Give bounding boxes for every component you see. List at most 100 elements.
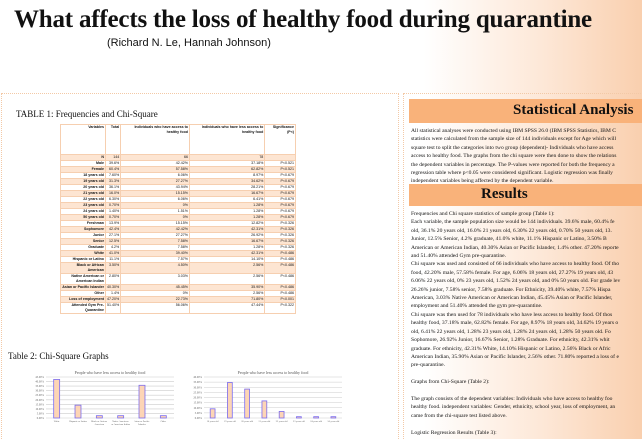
bar [117, 415, 125, 419]
table-row: Native American or American Indian 2.80% 3… [60, 273, 296, 285]
table-row: Attended Gym Pre-Quarantine 51.40% 56.06% 4… [60, 302, 296, 314]
cell: P<0.486 [264, 273, 296, 285]
bar [330, 416, 337, 419]
x-tick-label: 23 years old [293, 420, 305, 423]
x-tick-label: 20 years old [241, 420, 253, 423]
bar [244, 388, 250, 419]
text-line: Frequencies and Chi square statistics of… [411, 211, 555, 217]
results-heading: Results [409, 184, 642, 206]
x-tick-label: White [54, 420, 60, 423]
x-tick-label: Native American or American Indian [111, 420, 130, 426]
text-line: Junior, 12.5% Senior, 4.2% graduate, 41.… [411, 236, 607, 243]
ethnicity-bar-chart: People who have less access to healthy f… [35, 370, 174, 426]
text-line: The graph consists of the dependent vari… [411, 395, 613, 402]
text-line: Graphs from Chi-Square (Table 2): [411, 379, 490, 386]
cell: 47.44% [188, 302, 266, 314]
text-line: and 51.40% attended Gym pre-quarantine. [411, 253, 507, 260]
column-header: Individuals who have less access to heal… [188, 124, 266, 155]
poster-title: What affects the loss of healthy food du… [14, 6, 592, 33]
bar [159, 415, 167, 419]
y-tick-label: 10.00% [193, 407, 202, 410]
column-header: Individuals who have access to healthy f… [120, 124, 190, 155]
x-tick-label: 24 years old [310, 420, 322, 423]
cell: 3.50% [104, 262, 122, 274]
bar [95, 415, 103, 419]
y-tick-label: 35.00% [35, 385, 44, 388]
table1-caption: TABLE 1: Frequencies and Chi-Square [16, 109, 158, 119]
text-line: Logistic Regression Results (Table 3): [411, 429, 497, 436]
y-tick-label: 40.00% [35, 381, 44, 384]
text-line: All statistical analyses were conducted … [411, 128, 616, 134]
text-line: Sophomore, 26.92% Junior, 16.67% Senior,… [411, 337, 610, 344]
text-line: employment and 51.40% attended the gym p… [411, 303, 543, 310]
cell: 40.30% [104, 284, 122, 291]
cell: 51.40% [104, 302, 122, 314]
bar [227, 382, 233, 419]
bar [209, 408, 216, 419]
row-label: Black or African American [60, 262, 106, 274]
table-row: 21 years old 16.0% 15.15% 16.67% P<0.679 [60, 190, 296, 197]
table-row: Senior 12.5% 7.58% 16.67% P<0.326 [60, 238, 296, 245]
table-row: 19 years old 31.3% 27.27% 34.62% P<0.679 [60, 178, 296, 185]
x-tick-label: Hispanic or Latino [69, 420, 88, 423]
text-line: Chi square was used and consisted of 66 … [411, 261, 620, 268]
y-tick-label: 10.00% [35, 408, 44, 411]
text-line [411, 420, 620, 428]
text-line [411, 370, 620, 378]
cell: 3.03% [120, 273, 190, 285]
x-tick-label: 19 years old [224, 420, 236, 423]
bar [74, 404, 82, 419]
table-row: 20 years old 36.1% 43.94% 28.21% P<0.679 [60, 184, 296, 191]
cell: 2.56% [188, 262, 266, 274]
cell: P<0.486 [264, 262, 296, 274]
table-row: Hispanic or Latino 11.1% 7.57% 14.10% P<0.48… [60, 256, 296, 263]
table-row: Loss of employment 47.20% 22.73% 71.80% P<0.… [60, 296, 296, 303]
y-tick-label: 15.00% [193, 402, 202, 405]
x-tick-label: 21 years old [259, 420, 271, 423]
y-tick-label: 5.00% [37, 412, 45, 415]
table-row: White 41.0% 39.40% 42.31% P<0.486 [60, 250, 296, 257]
y-tick-label: 15.00% [35, 403, 44, 406]
frequencies-table: Variables Total Individuals who have acces… [60, 124, 296, 314]
y-tick-label: 35.00% [193, 381, 202, 384]
cell: P<0.322 [264, 302, 296, 314]
text-line: square test to split the categories into… [411, 144, 614, 151]
x-tick-label: Black or African American [91, 420, 108, 426]
statistical-analysis-text: All statistical analyses were conducted … [411, 127, 616, 186]
y-tick-label: 40.00% [193, 376, 202, 379]
text-line: healthy food. independent variables: Gen… [411, 404, 616, 411]
y-tick-label: 25.00% [35, 394, 44, 397]
table-row: 24 years old 1.40% 1.51% 1.28% P<0.679 [60, 208, 296, 215]
text-line: American Indian, 35.90% Asian or Pacific… [411, 353, 619, 360]
text-line: regression table where p<0.05 were consi… [411, 170, 613, 177]
text-line: food, 42.20% male, 57.58% female. For ag… [411, 269, 614, 276]
bar [296, 416, 302, 419]
x-tick-label: 18 years old [207, 420, 219, 423]
column-header: Total [104, 124, 122, 155]
table-row: Male 39.6% 42.42% 37.18% P<0.521 [60, 160, 296, 167]
table-row: Junior 27.1% 27.27% 26.92% P<0.326 [60, 232, 296, 239]
bar [261, 400, 268, 419]
statistical-analysis-heading: Statistical Analysis [409, 99, 642, 123]
y-tick-label: 30.00% [193, 386, 202, 389]
text-line: Chi square was then used for 78 individu… [411, 311, 613, 318]
table-row: N 144 66 78 [60, 154, 296, 161]
chart-title: People who have less access to healthy f… [75, 370, 146, 375]
y-tick-label: 25.00% [193, 391, 202, 394]
y-tick-label: 30.00% [35, 390, 44, 393]
table-row: 18 years old 7.60% 6.06% 8.97% P<0.679 [60, 172, 296, 179]
table-row: Freshman 13.9% 15.15% 12.82% P<0.326 [60, 220, 296, 227]
column-header: Variables [60, 124, 106, 155]
text-line: American or American Indian, 40.30% Asia… [411, 244, 619, 251]
cell: 4.50% [120, 262, 190, 274]
x-tick-label: Asian or Pacific Islander [134, 420, 150, 426]
text-line: 6.06% 22 years old, 0% 23 years old, 1.5… [411, 278, 621, 285]
bar [313, 416, 319, 419]
left-panel [1, 93, 399, 439]
x-tick-label: 50 years old [328, 420, 340, 423]
column-header: Significance (P<) [264, 124, 296, 155]
row-label: Attended Gym Pre-Quarantine [60, 302, 106, 314]
text-line: came from the chi-square test listed abo… [411, 412, 507, 419]
right-panel: Statistical Analysis All statistical ana… [403, 93, 642, 439]
y-tick-label: 20.00% [35, 399, 44, 402]
